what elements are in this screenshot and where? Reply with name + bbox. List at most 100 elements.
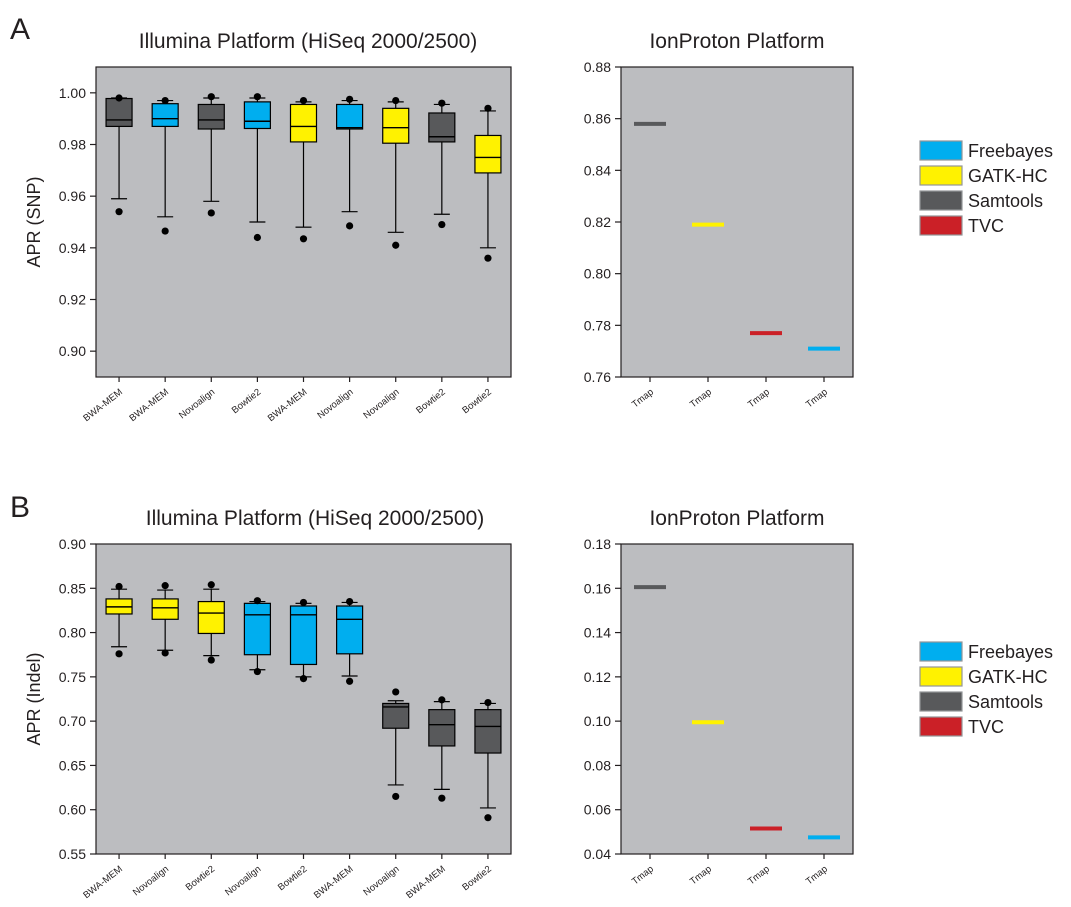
outlier-point (346, 597, 354, 606)
outlier-point (438, 220, 446, 229)
y-axis-label: APR (Indel) (24, 652, 44, 745)
chart-title: Illumina Platform (HiSeq 2000/2500) (139, 30, 478, 53)
y-tick-label: 0.96 (59, 188, 86, 204)
x-tick-label: Novoalign (223, 864, 263, 899)
box-freebayes (336, 103, 364, 130)
x-tick-label: BWA-MEM (81, 387, 125, 424)
box-freebayes (336, 605, 364, 655)
box-samtools (197, 103, 225, 130)
y-tick-label: 0.04 (584, 846, 611, 862)
box-gatk-hc (382, 107, 410, 144)
x-tick-label: Tmap (746, 387, 772, 411)
box-gatk-hc (289, 103, 318, 143)
outlier-point (161, 649, 169, 657)
plot-area (620, 543, 854, 855)
x-tick-label: Novoalign (131, 864, 171, 899)
x-tick-label: BWA-MEM (312, 864, 356, 901)
legend-label: GATK-HC (968, 166, 1048, 186)
legend-label: Freebayes (968, 642, 1053, 662)
legend-swatch-freebayes (919, 641, 963, 662)
legend-swatch-tvc (919, 716, 963, 737)
outlier-point (484, 698, 492, 707)
legend-swatch-freebayes (919, 140, 963, 161)
outlier-point (115, 208, 123, 216)
x-tick-label: Tmap (630, 864, 656, 888)
chart-title: IonProton Platform (649, 30, 824, 53)
x-tick-label: Bowtie2 (230, 387, 263, 416)
x-tick-label: Bowtie2 (460, 387, 493, 416)
y-tick-label: 0.08 (584, 757, 611, 773)
x-tick-label: BWA-MEM (404, 864, 448, 901)
outlier-point (253, 93, 261, 101)
legend-swatch-gatk-hc (919, 165, 963, 186)
box-freebayes (243, 101, 271, 130)
x-tick-label: Bowtie2 (276, 864, 309, 893)
outlier-point (253, 233, 261, 242)
x-tick-label: Tmap (804, 387, 830, 411)
legend-label: TVC (968, 216, 1004, 236)
y-axis-label: APR (SNP) (24, 176, 44, 267)
y-tick-label: 0.80 (59, 625, 86, 641)
y-tick-label: 0.75 (59, 669, 86, 685)
panel-label-b: B (10, 491, 30, 524)
x-tick-label: Tmap (688, 387, 714, 411)
outlier-point (484, 104, 492, 112)
chart-title: Illumina Platform (HiSeq 2000/2500) (146, 507, 485, 530)
outlier-point (161, 96, 169, 105)
outlier-point (253, 597, 261, 605)
x-tick-label: BWA-MEM (81, 864, 125, 901)
y-tick-label: 0.06 (584, 802, 611, 818)
y-tick-label: 0.85 (59, 580, 86, 596)
outlier-point (484, 814, 492, 822)
outlier-point (438, 99, 446, 107)
x-tick-label: BWA-MEM (266, 387, 310, 424)
box-gatk-hc (474, 134, 502, 174)
y-tick-label: 0.18 (584, 536, 611, 552)
y-tick-label: 0.94 (59, 240, 86, 256)
y-tick-label: 0.10 (584, 713, 611, 729)
box-freebayes (243, 602, 271, 656)
chart-1: IonProton Platform 0.76 0.78 0.80 0.82 0.84 0.… (584, 30, 854, 411)
outlier-point (207, 209, 215, 217)
outlier-point (299, 235, 308, 243)
x-tick-label: BWA-MEM (128, 387, 172, 424)
legend-swatch-tvc (919, 215, 963, 236)
legend-swatch-samtools (919, 691, 963, 712)
box-samtools (474, 709, 502, 754)
outlier-point (346, 677, 354, 685)
x-tick-label: Bowtie2 (414, 387, 447, 416)
outlier-point (346, 222, 354, 230)
outlier-point (346, 95, 354, 103)
box-freebayes (151, 103, 179, 128)
y-tick-label: 0.90 (59, 343, 86, 359)
chart-title: IonProton Platform (649, 507, 824, 530)
x-tick-label: Novoalign (177, 387, 217, 422)
y-tick-label: 0.65 (59, 757, 86, 773)
box-samtools (428, 709, 456, 747)
y-tick-label: 0.90 (59, 536, 86, 552)
x-tick-label: Novoalign (362, 387, 402, 422)
chart-3: IonProton Platform 0.04 0.06 0.08 0.10 0.12 0.… (584, 507, 854, 888)
outlier-point (438, 696, 446, 704)
box-gatk-hc (197, 600, 225, 635)
chart-0: Illumina Platform (HiSeq 2000/2500) APR (… (24, 30, 512, 424)
outlier-point (207, 581, 215, 589)
legend-label: TVC (968, 717, 1004, 737)
outlier-point (207, 93, 215, 101)
legend: Freebayes GATK-HC Samtools TVC (919, 140, 1053, 236)
legend-swatch-samtools (919, 190, 963, 211)
y-tick-label: 0.60 (59, 802, 86, 818)
y-tick-label: 0.88 (584, 59, 611, 75)
y-tick-label: 0.55 (59, 846, 86, 862)
outlier-point (392, 241, 400, 249)
y-tick-label: 0.76 (584, 369, 611, 385)
y-tick-label: 0.14 (584, 625, 611, 641)
outlier-point (161, 227, 169, 235)
legend-label: GATK-HC (968, 667, 1048, 687)
outlier-point (253, 667, 261, 676)
outlier-point (392, 792, 400, 801)
y-tick-label: 0.98 (59, 137, 86, 153)
box-samtools (105, 97, 133, 128)
box-freebayes (289, 605, 318, 666)
legend-label: Samtools (968, 191, 1043, 211)
